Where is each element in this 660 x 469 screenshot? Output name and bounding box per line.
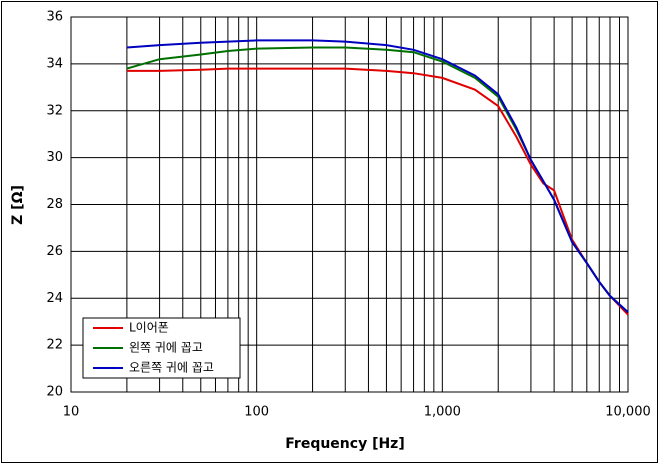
- legend-label: 오른쪽 귀에 꼽고: [129, 361, 214, 375]
- y-tick-label: 30: [46, 150, 63, 165]
- y-axis-label: Z [Ω]: [10, 185, 26, 225]
- y-tick-label: 20: [46, 385, 63, 400]
- y-tick-label: 36: [46, 10, 63, 25]
- series-line: [126, 39, 629, 314]
- x-tick-label: 1,000: [424, 405, 461, 420]
- x-axis-label: Frequency [Hz]: [285, 436, 404, 452]
- y-tick-label: 22: [46, 338, 63, 353]
- x-tick-label: 10: [63, 405, 80, 420]
- x-tick-label: 10,000: [605, 405, 651, 420]
- y-tick-label: 24: [46, 291, 63, 306]
- y-tick-label: 26: [46, 244, 63, 259]
- y-tick-label: 28: [46, 197, 63, 212]
- legend-label: 왼쪽 귀에 꼽고: [129, 341, 203, 355]
- y-tick-label: 34: [46, 56, 63, 71]
- y-tick-label: 32: [46, 103, 63, 118]
- x-tick-label: 100: [244, 405, 269, 420]
- legend-label: L이어폰: [129, 321, 169, 335]
- plot-frame: [70, 16, 629, 393]
